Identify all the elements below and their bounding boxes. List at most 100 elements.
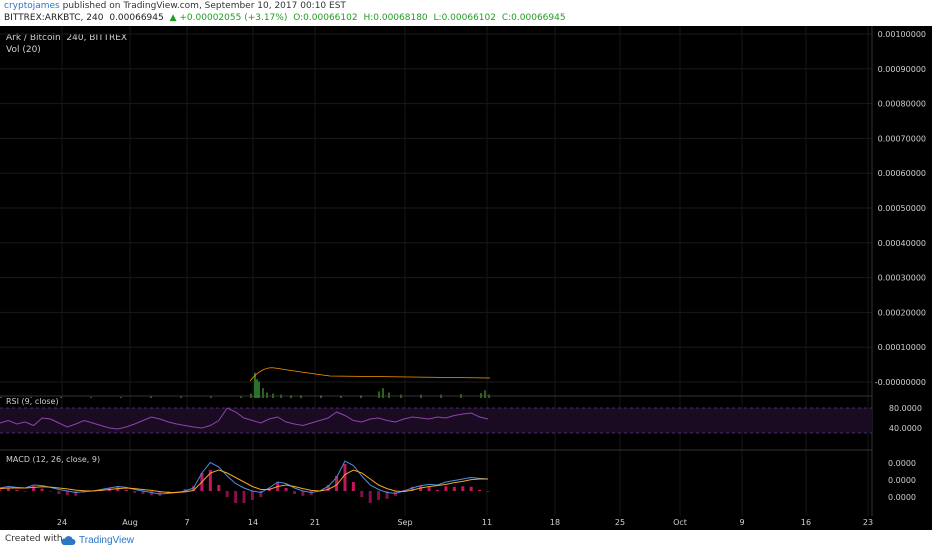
tradingview-logo[interactable]: TradingView	[60, 533, 134, 547]
volume-bar	[420, 394, 422, 398]
volume-bar	[290, 395, 292, 398]
volume-bar	[120, 396, 122, 398]
volume-ma-line	[249, 367, 491, 382]
volume-bar	[258, 381, 260, 398]
volume-bar	[488, 394, 490, 398]
x-tick-label: 16	[801, 518, 811, 527]
volume-bar	[440, 394, 442, 398]
x-tick-label: 18	[550, 518, 560, 527]
rsi-tick-label: 40.0000	[889, 424, 922, 433]
volume-bar	[484, 390, 486, 398]
time-axis[interactable]: 24 Aug 7 14 21 Sep 11 18 25 Oct 9 16 23	[57, 518, 873, 527]
y-tick-label: 0.00020000	[878, 308, 926, 317]
open-value: O:0.00066102	[293, 13, 358, 23]
macd-histogram-bar	[183, 489, 187, 491]
macd-tick-label: 0.0000	[888, 476, 916, 485]
footer: Created with TradingView	[0, 530, 932, 550]
y-tick-label: 0.00080000	[878, 100, 926, 109]
volume-bar	[150, 396, 152, 398]
macd-histogram-bar	[48, 491, 52, 492]
rsi-band	[0, 408, 872, 433]
macd-histogram-bar	[74, 491, 78, 496]
macd-histogram-bar	[410, 486, 414, 491]
volume-bar	[254, 372, 256, 398]
macd-histogram-bar	[158, 491, 162, 496]
macd-histogram-bar	[57, 491, 61, 494]
volume-bar	[210, 396, 212, 398]
macd-histogram-bar	[309, 491, 313, 496]
volume-bar	[378, 391, 380, 398]
macd-histogram-bar	[259, 491, 263, 497]
x-tick-label: 11	[482, 518, 492, 527]
cloud-icon	[61, 535, 76, 545]
volume-bar	[300, 395, 302, 398]
macd-histogram-bar	[234, 491, 238, 503]
volume-bar	[262, 388, 264, 398]
volume-bar	[60, 396, 62, 398]
macd-histogram-bar	[427, 486, 431, 491]
volume-bar	[250, 393, 252, 398]
x-tick-label: 9	[739, 518, 744, 527]
macd-histogram-bar	[343, 464, 347, 491]
price-change: ▲ +0.00002055 (+3.17%)	[169, 13, 288, 23]
macd-histogram-bar	[208, 470, 212, 491]
volume-label: Vol (20)	[6, 45, 41, 55]
macd-histogram-bar	[175, 491, 179, 492]
y-tick-label: 0.00060000	[878, 169, 926, 178]
macd-histogram-bar	[351, 482, 355, 491]
volume-bar	[360, 395, 362, 398]
created-with: Created with	[5, 534, 63, 544]
volume-bar	[480, 393, 482, 398]
macd-tick-label: 0.0000	[888, 493, 916, 502]
macd-histogram-bar	[32, 486, 36, 491]
y-tick-label: 0.00100000	[878, 30, 926, 39]
macd-histogram-bar	[377, 491, 381, 500]
volume-bar	[180, 396, 182, 398]
macd-histogram-bar	[217, 485, 221, 491]
macd-histogram-bar	[15, 489, 19, 491]
macd-histogram-bar	[478, 489, 482, 491]
author-link[interactable]: cryptojames	[4, 1, 60, 11]
chart-area[interactable]: Ark / Bitcoin, 240, BITTREX Vol (20) 1(0…	[0, 26, 932, 530]
volume-bar	[90, 396, 92, 398]
rsi-tick-label: 80.0000	[889, 404, 922, 413]
volume-bar	[382, 388, 384, 398]
macd-histogram-bar	[250, 491, 254, 500]
volume-bar	[256, 379, 258, 398]
chart-svg[interactable]: Ark / Bitcoin, 240, BITTREX Vol (20) 1(0…	[0, 26, 932, 530]
macd-histogram-bar	[0, 489, 2, 491]
publish-info: published on TradingView.com, September …	[62, 1, 346, 11]
close-value: C:0.00066945	[501, 13, 566, 23]
publish-line: cryptojames published on TradingView.com…	[4, 1, 346, 11]
macd-histogram-bar	[402, 489, 406, 491]
volume-bar	[240, 396, 242, 398]
macd-histogram-bar	[23, 491, 27, 492]
ohlc-line: BITTREX:ARKBTC, 240 0.00066945 ▲ +0.0000…	[4, 13, 566, 23]
grid-lines	[0, 26, 873, 516]
macd-histogram-bar	[469, 486, 473, 491]
macd-histogram-bar	[166, 491, 170, 493]
macd-histogram-bar	[149, 491, 153, 496]
x-tick-label: 25	[615, 518, 625, 527]
macd-histogram-bar	[326, 485, 330, 491]
rsi-pane: RSI (9, close)	[0, 397, 872, 434]
macd-histogram-bar	[225, 491, 229, 497]
y-tick-label: 0.00070000	[878, 134, 926, 143]
macd-histogram-bar	[436, 489, 440, 491]
price-axis[interactable]: 0.00100000 0.00090000 0.00080000 0.00070000…	[875, 30, 926, 502]
low-value: L:0.00066102	[433, 13, 496, 23]
macd-histogram-bar	[452, 486, 456, 491]
x-tick-label: 23	[863, 518, 873, 527]
macd-histogram-bar	[133, 491, 137, 493]
volume-bar	[320, 395, 322, 398]
volume-bar	[266, 392, 268, 398]
x-tick-label: Sep	[397, 518, 412, 527]
rsi-line	[0, 407, 489, 430]
macd-label: MACD (12, 26, close, 9)	[6, 455, 100, 464]
macd-histogram-bar	[335, 476, 339, 491]
rsi-label: RSI (9, close)	[6, 397, 59, 406]
chart-title: Ark / Bitcoin, 240, BITTREX	[6, 33, 127, 43]
macd-histogram-bar	[284, 488, 288, 491]
signal-line	[0, 469, 488, 493]
volume-bar	[340, 395, 342, 398]
